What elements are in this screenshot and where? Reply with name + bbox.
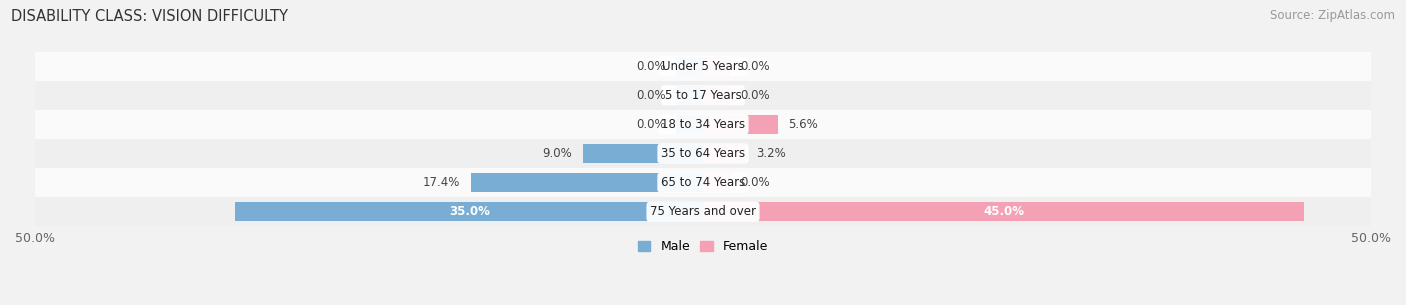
Text: 75 Years and over: 75 Years and over (650, 205, 756, 218)
Text: 18 to 34 Years: 18 to 34 Years (661, 118, 745, 131)
Bar (471, 173, 703, 192)
Text: 0.0%: 0.0% (741, 89, 770, 102)
Text: 0.0%: 0.0% (636, 60, 665, 73)
Text: 45.0%: 45.0% (983, 205, 1024, 218)
Text: 0.0%: 0.0% (636, 89, 665, 102)
Text: 35 to 64 Years: 35 to 64 Years (661, 147, 745, 160)
Bar (35, 110, 1371, 139)
Bar (676, 57, 703, 76)
Text: 0.0%: 0.0% (636, 118, 665, 131)
Text: 0.0%: 0.0% (741, 60, 770, 73)
Bar (582, 144, 703, 163)
Bar (35, 52, 1371, 81)
Bar (35, 81, 1371, 110)
Legend: Male, Female: Male, Female (633, 235, 773, 258)
Bar (35, 139, 1371, 168)
Text: 5.6%: 5.6% (789, 118, 818, 131)
Text: 17.4%: 17.4% (422, 176, 460, 189)
Bar (703, 115, 778, 134)
Bar (676, 86, 703, 105)
Text: Under 5 Years: Under 5 Years (662, 60, 744, 73)
Text: DISABILITY CLASS: VISION DIFFICULTY: DISABILITY CLASS: VISION DIFFICULTY (11, 9, 288, 24)
Text: 3.2%: 3.2% (756, 147, 786, 160)
Bar (35, 197, 1371, 226)
Text: 9.0%: 9.0% (543, 147, 572, 160)
Bar (703, 173, 730, 192)
Bar (676, 115, 703, 134)
Bar (35, 168, 1371, 197)
Bar (703, 144, 745, 163)
Text: 35.0%: 35.0% (449, 205, 489, 218)
Bar (703, 202, 1305, 221)
Text: 65 to 74 Years: 65 to 74 Years (661, 176, 745, 189)
Text: 0.0%: 0.0% (741, 176, 770, 189)
Bar (703, 57, 730, 76)
Bar (235, 202, 703, 221)
Bar (703, 86, 730, 105)
Text: Source: ZipAtlas.com: Source: ZipAtlas.com (1270, 9, 1395, 22)
Text: 5 to 17 Years: 5 to 17 Years (665, 89, 741, 102)
